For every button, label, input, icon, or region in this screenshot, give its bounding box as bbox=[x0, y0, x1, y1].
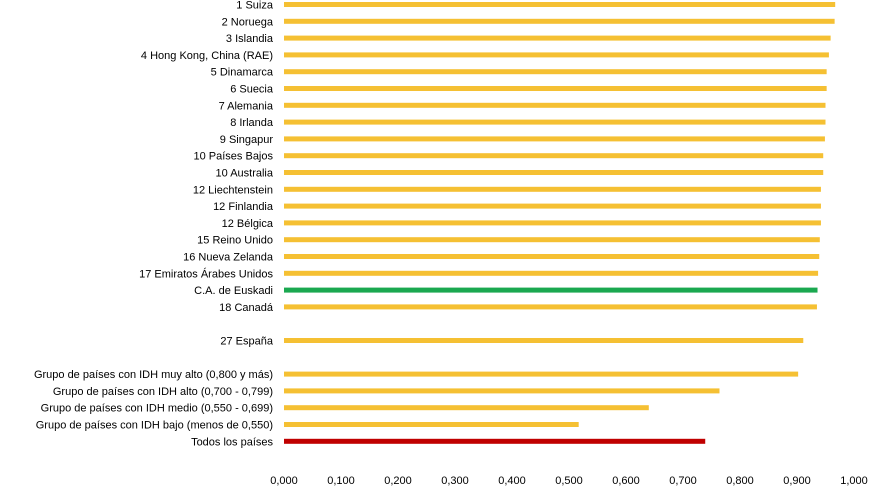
category-label-16-nueva-zelanda: 16 Nueva Zelanda bbox=[183, 252, 274, 264]
bar-12-finlandia bbox=[284, 203, 821, 209]
bar-12-belgica bbox=[284, 220, 821, 226]
category-label-17-emiratos-arabes-unidos: 17 Emiratos Árabes Unidos bbox=[139, 267, 273, 280]
category-label-27-espana: 27 España bbox=[220, 336, 273, 348]
bar-10-australia bbox=[284, 170, 824, 175]
x-axis-ticks-group: 0,000 0,100 0,200 0,300 0,400 0,500 0,600 0,700… bbox=[270, 475, 868, 487]
bar-8-irlanda bbox=[284, 119, 826, 125]
bar-grupo-de-paises-con-idh-medio-0-550-0-699 bbox=[284, 405, 649, 411]
x-tick-label-3: 0,300 bbox=[441, 475, 469, 487]
category-label-grupo-de-paises-con-idh-medio-0-550-0-699: Grupo de países con IDH medio (0,550 - 0… bbox=[41, 403, 273, 415]
x-tick-label-10: 1,000 bbox=[840, 475, 868, 487]
category-label-grupo-de-paises-con-idh-alto-0-700-0-799: Grupo de países con IDH alto (0,700 - 0,… bbox=[53, 386, 273, 398]
category-label-todos-los-paises: Todos los países bbox=[191, 436, 273, 448]
category-label-grupo-de-paises-con-idh-bajo-menos-de-0-550: Grupo de países con IDH bajo (menos de 0… bbox=[36, 420, 273, 432]
bar-9-singapur bbox=[284, 136, 825, 142]
x-tick-label-6: 0,600 bbox=[612, 475, 640, 487]
category-label-12-belgica: 12 Bélgica bbox=[222, 218, 274, 230]
bar-todos-los-paises bbox=[284, 438, 706, 444]
category-label-6-suecia: 6 Suecia bbox=[230, 84, 274, 96]
category-label-15-reino-unido: 15 Reino Unido bbox=[197, 235, 273, 247]
bar-16-nueva-zelanda bbox=[284, 254, 820, 259]
category-label-2-noruega: 2 Noruega bbox=[222, 16, 274, 28]
category-label-8-irlanda: 8 Irlanda bbox=[230, 117, 274, 129]
bar-1-suiza bbox=[284, 2, 836, 7]
bar-18-canada bbox=[284, 304, 817, 310]
category-label-10-australia: 10 Australia bbox=[216, 168, 274, 180]
category-label-10-paises-bajos: 10 Países Bajos bbox=[194, 151, 274, 163]
category-label-grupo-de-paises-con-idh-muy-alto-0-800-y-mas: Grupo de países con IDH muy alto (0,800 … bbox=[34, 369, 273, 381]
bar-grupo-de-paises-con-idh-bajo-menos-de-0-550 bbox=[284, 422, 579, 427]
x-tick-label-1: 0,100 bbox=[327, 475, 355, 487]
bar-10-paises-bajos bbox=[284, 153, 824, 159]
x-tick-label-4: 0,400 bbox=[498, 475, 526, 487]
bar-grupo-de-paises-con-idh-muy-alto-0-800-y-mas bbox=[284, 371, 799, 377]
x-tick-label-0: 0,000 bbox=[270, 475, 298, 487]
bar-12-liechtenstein bbox=[284, 186, 821, 192]
category-label-5-dinamarca: 5 Dinamarca bbox=[211, 67, 274, 79]
bar-17-emiratos-arabes-unidos bbox=[284, 270, 819, 276]
bar-2-noruega bbox=[284, 18, 835, 24]
bar-5-dinamarca bbox=[284, 69, 827, 75]
category-labels-group: 1 Suiza 2 Noruega 3 Islandia 4 Hong Kong, C… bbox=[34, 0, 274, 448]
bar-grupo-de-paises-con-idh-alto-0-700-0-799 bbox=[284, 388, 720, 394]
bar-15-reino-unido bbox=[284, 237, 820, 243]
category-label-4-hong-kong-china-rae: 4 Hong Kong, China (RAE) bbox=[141, 50, 273, 62]
bar-7-alemania bbox=[284, 102, 826, 108]
category-label-7-alemania: 7 Alemania bbox=[219, 100, 274, 112]
x-tick-label-2: 0,200 bbox=[384, 475, 412, 487]
bar-27-espana bbox=[284, 338, 804, 343]
bar-3-islandia bbox=[284, 35, 831, 41]
category-label-3-islandia: 3 Islandia bbox=[226, 33, 274, 45]
bar-4-hong-kong-china-rae bbox=[284, 52, 829, 58]
bar-c-a-de-euskadi bbox=[284, 287, 818, 293]
x-tick-label-9: 0,900 bbox=[783, 475, 811, 487]
category-label-1-suiza: 1 Suiza bbox=[236, 0, 274, 12]
x-tick-label-7: 0,700 bbox=[669, 475, 697, 487]
x-tick-label-5: 0,500 bbox=[555, 475, 583, 487]
category-label-12-liechtenstein: 12 Liechtenstein bbox=[193, 184, 273, 196]
category-label-c-a-de-euskadi: C.A. de Euskadi bbox=[194, 285, 273, 297]
x-tick-label-8: 0,800 bbox=[726, 475, 754, 487]
category-label-12-finlandia: 12 Finlandia bbox=[213, 201, 274, 213]
category-label-9-singapur: 9 Singapur bbox=[220, 134, 274, 146]
bar-6-suecia bbox=[284, 86, 827, 91]
bars-group bbox=[284, 2, 836, 444]
category-label-18-canada: 18 Canadá bbox=[219, 302, 274, 314]
